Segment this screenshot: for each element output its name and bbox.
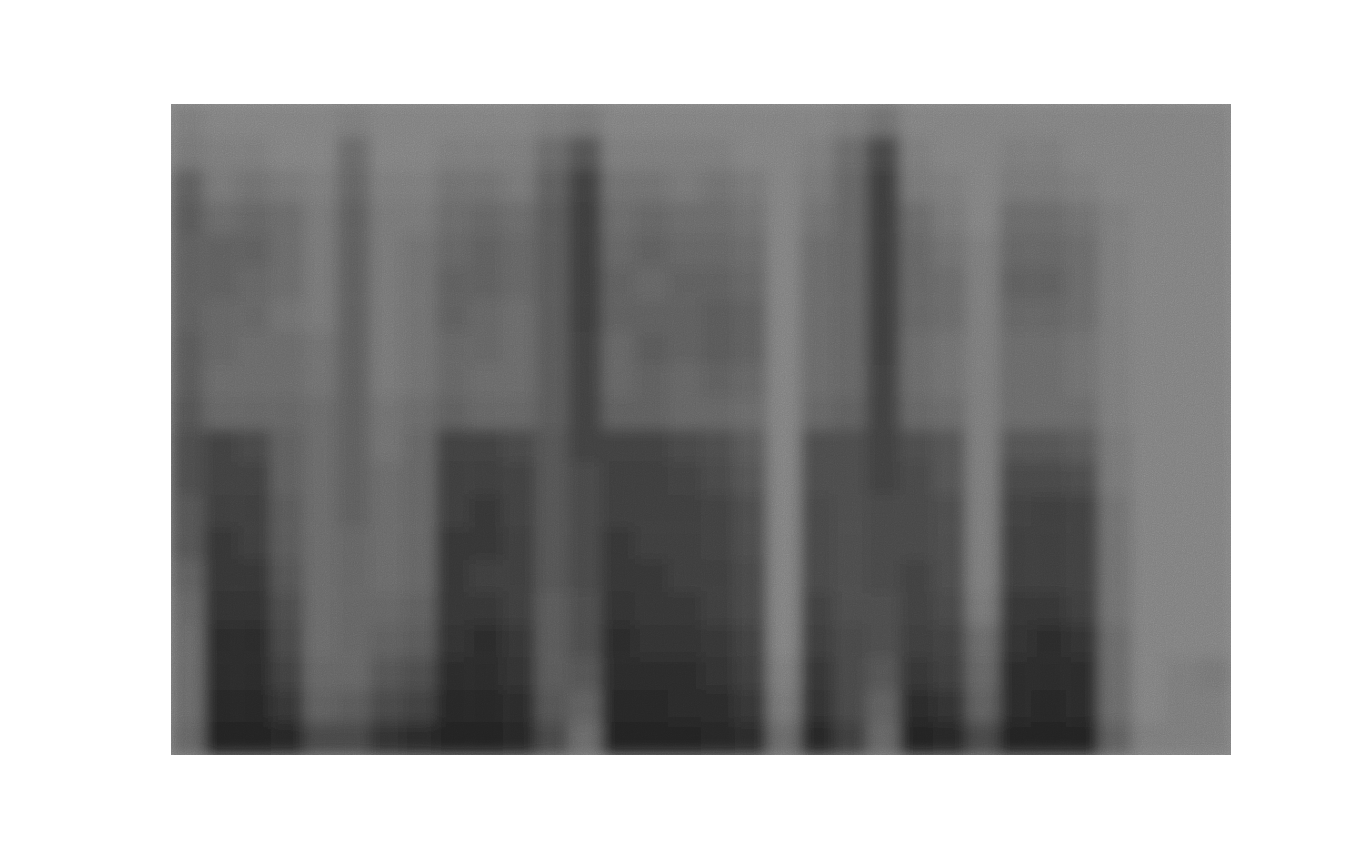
plot-background bbox=[171, 104, 1231, 755]
cells bbox=[171, 104, 1231, 755]
noise-texture bbox=[171, 104, 1231, 755]
chart-svg bbox=[0, 0, 1368, 864]
plot-area bbox=[171, 104, 1231, 755]
